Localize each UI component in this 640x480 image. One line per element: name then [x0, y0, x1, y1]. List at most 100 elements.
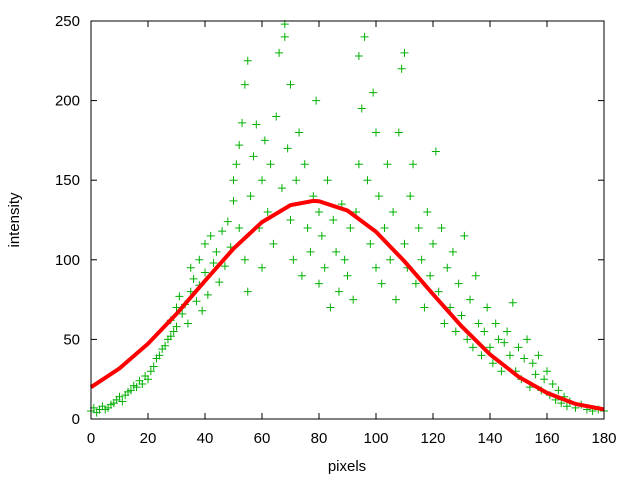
data-point: [531, 370, 540, 379]
data-point: [186, 263, 195, 272]
data-point: [354, 52, 363, 61]
data-point: [189, 274, 198, 283]
x-tick-label: 160: [534, 430, 559, 447]
data-point: [486, 343, 494, 352]
data-point: [323, 176, 332, 185]
data-point: [229, 176, 238, 185]
data-point: [363, 176, 372, 185]
data-point: [394, 128, 403, 137]
data-point: [280, 32, 289, 41]
data-point: [397, 64, 406, 73]
data-point: [286, 80, 295, 89]
data-point: [528, 359, 537, 368]
data-point: [349, 295, 358, 304]
data-point: [240, 80, 249, 89]
data-point: [377, 279, 386, 288]
data-point: [477, 351, 486, 360]
data-point: [468, 343, 477, 352]
data-point: [258, 176, 266, 185]
data-point: [483, 303, 492, 312]
data-point: [500, 338, 509, 347]
data-point: [289, 255, 298, 264]
data-point: [309, 192, 318, 201]
data-point: [260, 136, 269, 145]
data-point: [497, 367, 506, 376]
data-point: [343, 271, 352, 280]
data-point: [409, 160, 418, 169]
data-point: [451, 327, 460, 336]
data-point: [406, 192, 415, 201]
data-point: [238, 118, 247, 127]
data-point: [340, 255, 349, 264]
data-point: [172, 303, 181, 312]
data-point: [263, 208, 272, 217]
data-point: [252, 120, 261, 129]
data-point: [505, 351, 514, 360]
data-point: [118, 397, 127, 406]
data-point: [503, 327, 512, 336]
data-point: [534, 351, 543, 360]
data-point: [372, 128, 380, 137]
data-point: [543, 367, 551, 376]
data-point: [437, 223, 446, 232]
data-point: [480, 327, 489, 336]
scatter-series: [87, 20, 608, 417]
data-point: [389, 208, 398, 217]
x-tick-label: 120: [420, 430, 445, 447]
data-point: [201, 268, 209, 277]
data-point: [220, 262, 229, 271]
data-point: [366, 239, 375, 248]
data-point: [448, 247, 457, 256]
data-point: [540, 375, 549, 384]
plot-border: [90, 20, 605, 420]
data-point: [215, 278, 224, 287]
data-point: [144, 375, 152, 384]
y-tick-label: 100: [55, 252, 80, 269]
data-point: [400, 48, 409, 57]
y-tick-label: 150: [55, 172, 80, 189]
data-point: [380, 223, 389, 232]
data-point: [357, 104, 366, 113]
data-point: [155, 351, 164, 360]
data-point: [172, 322, 181, 331]
data-point: [360, 32, 369, 41]
data-point: [183, 319, 192, 328]
data-point: [218, 227, 227, 236]
data-point: [223, 217, 232, 226]
data-point: [315, 208, 323, 217]
data-point: [212, 247, 221, 256]
data-point: [463, 335, 472, 344]
data-point: [243, 56, 252, 65]
data-point: [178, 309, 187, 318]
data-point: [414, 223, 423, 232]
data-point: [320, 263, 329, 272]
data-point: [295, 128, 304, 137]
data-point: [303, 223, 312, 232]
data-point: [258, 263, 266, 272]
data-point: [443, 263, 452, 272]
data-point: [280, 20, 289, 29]
data-point: [391, 295, 400, 304]
data-point: [326, 303, 335, 312]
data-point: [548, 379, 557, 388]
data-point: [426, 271, 435, 280]
data-point: [312, 96, 321, 105]
x-axis-label: pixels: [328, 458, 366, 475]
data-point: [146, 367, 155, 376]
y-tick-label: 0: [72, 411, 80, 428]
data-point: [272, 112, 281, 121]
data-point: [454, 279, 463, 288]
data-point: [523, 335, 532, 344]
data-point: [235, 223, 244, 232]
data-point: [235, 141, 244, 150]
data-point: [514, 343, 523, 352]
data-point: [209, 258, 218, 267]
data-point: [292, 176, 301, 185]
data-point: [429, 239, 437, 248]
data-point: [115, 392, 124, 401]
data-point: [161, 341, 170, 350]
data-point: [488, 359, 497, 368]
data-point: [491, 319, 500, 328]
data-point: [246, 192, 255, 201]
data-point: [471, 271, 480, 280]
